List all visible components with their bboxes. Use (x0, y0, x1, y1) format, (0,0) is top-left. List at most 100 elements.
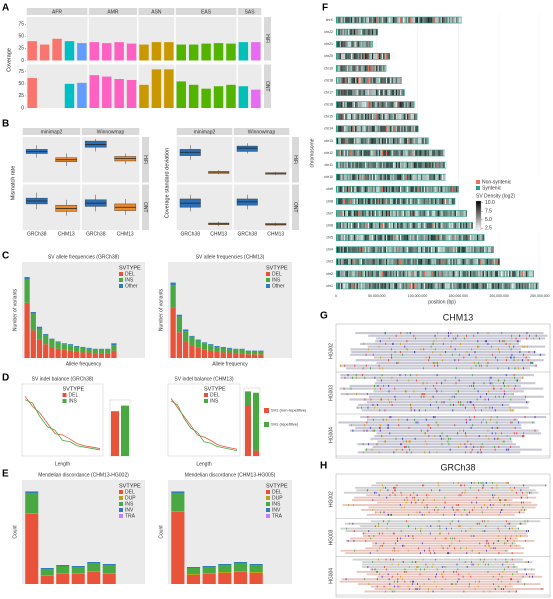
density-stripe (428, 150, 430, 156)
mismatch (363, 429, 365, 432)
mismatch (371, 568, 373, 571)
density-stripe (370, 53, 372, 60)
density-stripe (348, 126, 350, 132)
density-stripe (387, 17, 389, 23)
density-stripe (369, 65, 371, 72)
density-stripe (414, 114, 416, 120)
density-stripe (415, 271, 417, 277)
mismatch (534, 416, 536, 419)
legend-label: Other (125, 283, 138, 289)
density-stripe (485, 271, 487, 277)
mismatch (455, 393, 457, 396)
density-stripe (463, 283, 465, 289)
density-stripe (416, 234, 418, 241)
mismatch (485, 435, 487, 438)
mismatch (523, 484, 525, 487)
density-stripe (414, 271, 416, 277)
mismatch (384, 409, 386, 412)
mismatch (459, 429, 461, 432)
density-stripe (372, 174, 374, 180)
density-stripe (458, 234, 460, 241)
mismatch (445, 578, 447, 581)
density-stripe (386, 259, 388, 265)
density-stripe (468, 259, 470, 265)
density-stripe (435, 283, 437, 289)
density-stripe (471, 234, 473, 241)
mismatch (389, 558, 391, 561)
mismatch (442, 575, 444, 578)
bar-segment (186, 575, 201, 584)
density-stripe (430, 234, 432, 241)
density-stripe (383, 17, 385, 23)
density-stripe (400, 126, 402, 132)
mismatch (437, 424, 439, 427)
density-stripe (348, 259, 350, 265)
mismatch (369, 552, 371, 555)
density-stripe (400, 271, 402, 277)
mismatch (427, 566, 429, 568)
mismatch (425, 563, 427, 566)
density-stripe (491, 283, 493, 289)
density-stripe (346, 234, 348, 241)
mismatch (458, 525, 460, 528)
mismatch (430, 426, 431, 429)
bar-segment (220, 346, 226, 348)
density-stripe (446, 210, 448, 217)
mismatch (388, 520, 390, 523)
density-stripe (377, 65, 379, 72)
density-stripe (386, 150, 388, 156)
density-stripe (432, 283, 434, 289)
mismatch (463, 429, 464, 432)
mismatch (444, 566, 446, 568)
density-stripe (488, 271, 490, 277)
density-stripe (377, 150, 379, 156)
mismatch (391, 575, 393, 578)
read (366, 573, 535, 576)
density-stripe (369, 29, 371, 35)
mismatch (485, 421, 487, 424)
density-stripe (358, 234, 360, 241)
density-stripe (486, 283, 488, 289)
density-stripe (415, 150, 417, 156)
mismatch (435, 506, 437, 509)
mismatch (397, 573, 399, 576)
x-tick-label: 0 (335, 294, 337, 298)
density-stripe (481, 246, 483, 253)
density-stripe (367, 41, 369, 47)
mismatch (387, 489, 389, 492)
mismatch (367, 393, 368, 396)
density-stripe (421, 271, 423, 277)
density-stripe (351, 222, 353, 229)
density-stripe (521, 283, 523, 289)
density-stripe (493, 283, 495, 289)
mismatch (395, 398, 396, 401)
density-stripe (419, 186, 421, 192)
mismatch (366, 429, 368, 432)
mismatch (354, 364, 356, 367)
density-stripe (429, 259, 431, 265)
density-stripe (393, 150, 395, 156)
density-stripe (471, 283, 473, 289)
density-stripe (370, 271, 372, 277)
bar-segment (170, 285, 176, 308)
mismatch (477, 390, 479, 393)
mismatch (418, 547, 420, 550)
mismatch (450, 537, 451, 540)
mismatch (469, 583, 470, 586)
density-stripe (514, 283, 516, 289)
density-stripe (353, 29, 355, 35)
mismatch (504, 542, 505, 545)
density-stripe (360, 53, 362, 60)
density-stripe (386, 77, 388, 84)
density-stripe (359, 150, 361, 156)
bar (102, 43, 112, 61)
legend-label: DUP (125, 495, 136, 501)
mismatch (458, 494, 460, 497)
mismatch (426, 504, 428, 506)
density-stripe (478, 283, 480, 289)
density-stripe (386, 126, 388, 132)
mismatch (396, 448, 398, 451)
density-stripe (339, 126, 341, 132)
x-tick-label: CHM13 (267, 231, 284, 237)
density-stripe (362, 246, 364, 253)
